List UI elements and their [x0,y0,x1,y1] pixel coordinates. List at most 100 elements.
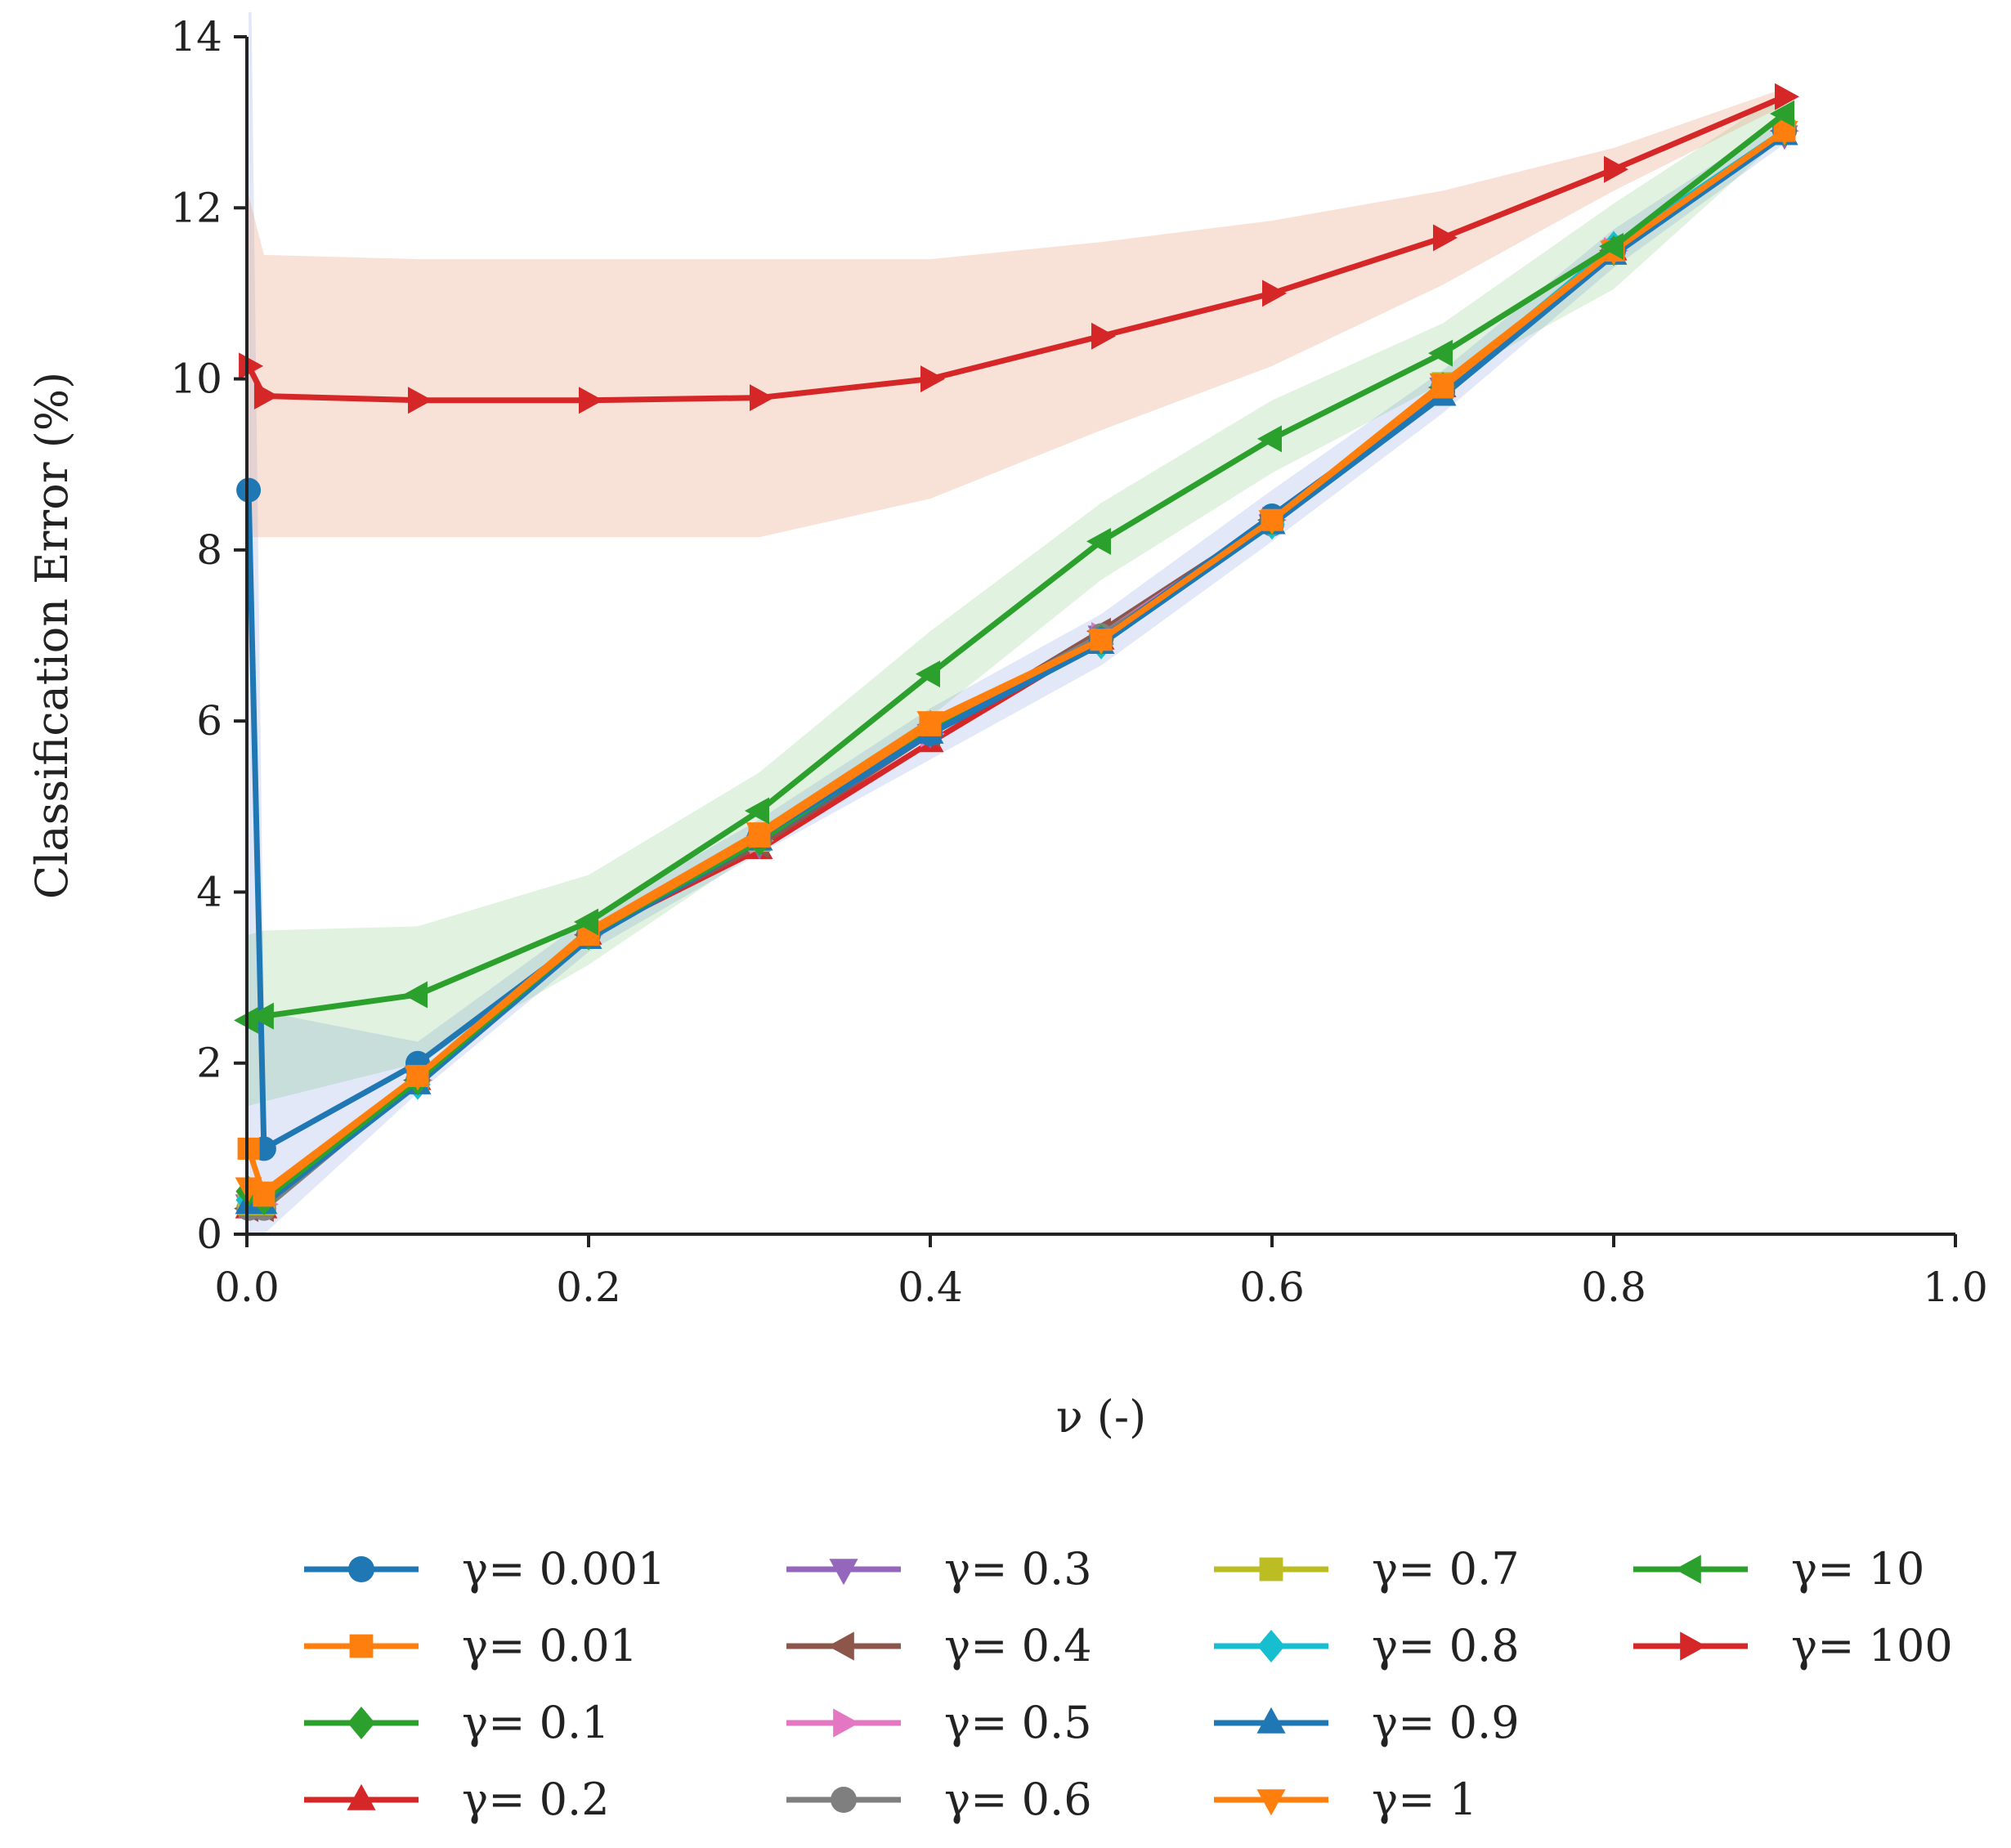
legend-label: γ= 0.8 [1372,1620,1520,1671]
legend-entry: γ= 0.2 [304,1774,610,1825]
legend-entry: γ= 0.3 [786,1543,1092,1595]
legend-label: γ= 0.2 [462,1774,610,1825]
legend-marker [829,1559,858,1586]
legend-label: γ= 0.3 [944,1543,1092,1595]
legend-marker [347,1707,375,1739]
data-point [1258,510,1286,535]
legend-label: γ= 1 [1372,1774,1477,1825]
data-point [1429,373,1457,398]
legend-entry: γ= 10 [1633,1543,1924,1595]
data-point [1428,339,1453,367]
legend-label: γ= 0.7 [1372,1543,1520,1595]
legend-marker [348,1556,374,1582]
legend-label: γ= 10 [1791,1543,1924,1595]
y-tick-label: 6 [196,697,222,745]
data-point [249,1002,274,1030]
data-point [750,384,774,412]
legend-label: γ= 100 [1791,1620,1953,1671]
data-point [250,1181,278,1206]
x-tick-label: 0.4 [898,1264,963,1311]
legend-entry: γ= 0.001 [304,1543,665,1595]
y-tick-label: 10 [170,356,222,403]
y-tick-label: 14 [170,13,222,60]
legend-entry: γ= 0.5 [786,1697,1092,1748]
data-point [408,387,432,414]
legend-entry: γ= 1 [1214,1774,1477,1825]
legend-entry: γ= 0.01 [304,1620,638,1671]
y-tick-label: 2 [196,1040,222,1087]
legend-label: γ= 0.01 [462,1620,638,1671]
series-100 [239,83,1799,414]
x-tick-label: 0.8 [1581,1264,1646,1311]
data-point [1599,232,1624,260]
legend-entry: γ= 0.8 [1214,1620,1520,1671]
data-point [1775,83,1799,110]
y-axis-title: Classification Error (%) [26,372,78,899]
axes [245,37,1955,1236]
data-point [404,1066,432,1091]
legend-marker [349,1634,374,1658]
legend-entry: γ= 0.4 [786,1620,1092,1671]
legend-marker [1259,1557,1283,1582]
legend-entry: γ= 0.9 [1214,1697,1520,1748]
legend-marker [1256,1707,1286,1734]
data-point [403,981,428,1009]
legend-label: γ= 0.1 [462,1697,610,1748]
data-point [236,477,262,503]
data-point [1257,425,1282,453]
data-point [1433,224,1458,252]
legend-label: γ= 0.4 [944,1620,1092,1671]
x-tick-label: 0.0 [214,1264,280,1311]
legend: γ= 0.001 γ= 0.01 γ= 0.1 γ= 0.2 γ= 0.3 γ= 0.4 γ… [304,1543,1953,1825]
y-tick-label: 0 [196,1210,222,1258]
legend-label: γ= 0.6 [944,1774,1092,1825]
data-point [1262,280,1287,307]
legend-marker [1256,1789,1286,1816]
y-tick-label: 8 [196,526,222,574]
data-point [1087,629,1115,655]
legend-label: γ= 0.001 [462,1543,665,1595]
data-point [746,822,773,848]
legend-label: γ= 0.9 [1372,1697,1520,1748]
data-point [1086,527,1111,555]
y-tick-label: 12 [170,184,222,231]
y-ticks: 0 2 4 6 8 10 12 14 [170,13,247,1258]
legend-entry: γ= 0.6 [786,1774,1092,1825]
data-point [916,711,944,736]
x-ticks: 0.0 0.2 0.4 0.6 0.8 1.0 [214,1234,1988,1311]
data-point [1770,100,1794,128]
data-point [745,797,769,825]
data-point [574,908,598,936]
data-point [579,387,603,414]
legend-marker [827,1631,854,1661]
data-point [1604,155,1628,183]
x-tick-label: 0.6 [1239,1264,1305,1311]
data-point [237,1137,260,1160]
legend-marker [833,1708,860,1738]
data-point [239,352,264,380]
x-axis-title: ν (-) [1056,1391,1146,1443]
y-tick-label: 4 [196,868,222,915]
series-lines [234,83,1799,1223]
legend-marker [1674,1555,1701,1584]
legend-marker [347,1783,376,1810]
legend-marker [831,1787,857,1813]
x-tick-label: 1.0 [1923,1264,1988,1311]
data-point [920,365,945,393]
legend-marker [1257,1630,1285,1662]
data-point [253,383,279,409]
legend-entry: γ= 0.1 [304,1697,610,1748]
legend-marker [1680,1631,1707,1661]
confidence-band [249,87,1785,538]
confidence-bands [249,12,1785,1234]
legend-entry: γ= 0.7 [1214,1543,1520,1595]
legend-label: γ= 0.5 [944,1697,1092,1748]
data-point [916,660,940,688]
data-point [1771,121,1798,146]
legend-entry: γ= 100 [1633,1620,1953,1671]
confidence-band [249,92,1785,1107]
series-10 [234,100,1794,1034]
data-point [1091,322,1116,350]
x-tick-label: 0.2 [556,1264,621,1311]
